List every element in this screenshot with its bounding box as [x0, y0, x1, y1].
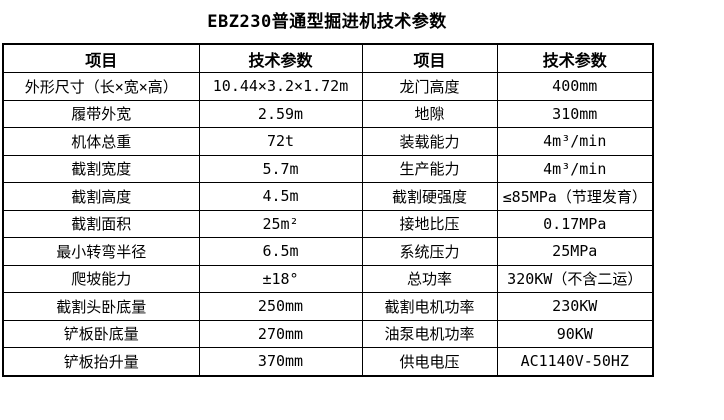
- value-cell-right: 4m³/min: [496, 154, 654, 183]
- item-cell-right: 截割电机功率: [361, 292, 498, 321]
- table-row: 外形尺寸（长×宽×高） 10.44×3.2×1.72m 龙门高度 400mm: [2, 72, 654, 101]
- item-cell-left: 爬坡能力: [2, 264, 200, 293]
- header-parameter-right: 技术参数: [496, 43, 654, 73]
- table-row: 截割头卧底量 250mm 截割电机功率 230KW: [2, 292, 654, 321]
- item-cell-left: 截割面积: [2, 209, 200, 238]
- item-cell-right: 供电电压: [361, 347, 498, 376]
- item-cell-right: 总功率: [361, 264, 498, 293]
- table-row: 截割宽度 5.7m 生产能力 4m³/min: [2, 154, 654, 183]
- item-cell-left: 铲板抬升量: [2, 347, 200, 376]
- value-cell-left: 250mm: [198, 292, 363, 321]
- header-parameter-left: 技术参数: [198, 43, 363, 73]
- item-cell-right: 截割硬强度: [361, 182, 498, 211]
- value-cell-left: 6.5m: [198, 237, 363, 266]
- value-cell-left: 72t: [198, 127, 363, 156]
- value-cell-left: 4.5m: [198, 182, 363, 211]
- value-cell-left: 25m²: [198, 209, 363, 238]
- value-cell-left: ±18°: [198, 264, 363, 293]
- table-row: 履带外宽 2.59m 地隙 310mm: [2, 99, 654, 128]
- value-cell-right: AC1140V-50HZ: [496, 347, 654, 376]
- spec-table: 项目 技术参数 项目 技术参数 外形尺寸（长×宽×高） 10.44×3.2×1.7…: [2, 43, 654, 377]
- item-cell-right: 装载能力: [361, 127, 498, 156]
- item-cell-right: 地隙: [361, 99, 498, 128]
- item-cell-left: 铲板卧底量: [2, 319, 200, 348]
- value-cell-right: 4m³/min: [496, 127, 654, 156]
- table-row: 铲板抬升量 370mm 供电电压 AC1140V-50HZ: [2, 347, 654, 376]
- item-cell-right: 系统压力: [361, 237, 498, 266]
- item-cell-left: 外形尺寸（长×宽×高）: [2, 72, 200, 101]
- table-body: 外形尺寸（长×宽×高） 10.44×3.2×1.72m 龙门高度 400mm 履带外宽 2…: [2, 72, 654, 376]
- item-cell-right: 接地比压: [361, 209, 498, 238]
- item-cell-right: 油泵电机功率: [361, 319, 498, 348]
- item-cell-left: 截割宽度: [2, 154, 200, 183]
- table-row: 截割高度 4.5m 截割硬强度 ≤85MPa（节理发育）: [2, 182, 654, 211]
- value-cell-left: 270mm: [198, 319, 363, 348]
- value-cell-left: 2.59m: [198, 99, 363, 128]
- value-cell-left: 5.7m: [198, 154, 363, 183]
- value-cell-right: 230KW: [496, 292, 654, 321]
- value-cell-left: 370mm: [198, 347, 363, 376]
- item-cell-left: 最小转弯半径: [2, 237, 200, 266]
- item-cell-right: 龙门高度: [361, 72, 498, 101]
- item-cell-right: 生产能力: [361, 154, 498, 183]
- value-cell-left: 10.44×3.2×1.72m: [198, 72, 363, 101]
- value-cell-right: 400mm: [496, 72, 654, 101]
- table-row: 爬坡能力 ±18° 总功率 320KW（不含二运）: [2, 264, 654, 293]
- value-cell-right: 310mm: [496, 99, 654, 128]
- table-row: 铲板卧底量 270mm 油泵电机功率 90KW: [2, 319, 654, 348]
- value-cell-right: 90KW: [496, 319, 654, 348]
- value-cell-right: 320KW（不含二运）: [496, 264, 654, 293]
- page-title: EBZ230普通型掘进机技术参数: [207, 12, 447, 32]
- value-cell-right: ≤85MPa（节理发育）: [496, 182, 654, 211]
- table-header-row: 项目 技术参数 项目 技术参数: [2, 43, 654, 73]
- item-cell-left: 截割头卧底量: [2, 292, 200, 321]
- item-cell-left: 履带外宽: [2, 99, 200, 128]
- table-row: 机体总重 72t 装载能力 4m³/min: [2, 127, 654, 156]
- value-cell-right: 0.17MPa: [496, 209, 654, 238]
- table-row: 截割面积 25m² 接地比压 0.17MPa: [2, 209, 654, 238]
- value-cell-right: 25MPa: [496, 237, 654, 266]
- header-item-left: 项目: [2, 43, 200, 73]
- header-item-right: 项目: [361, 43, 498, 73]
- table-row: 最小转弯半径 6.5m 系统压力 25MPa: [2, 237, 654, 266]
- item-cell-left: 截割高度: [2, 182, 200, 211]
- item-cell-left: 机体总重: [2, 127, 200, 156]
